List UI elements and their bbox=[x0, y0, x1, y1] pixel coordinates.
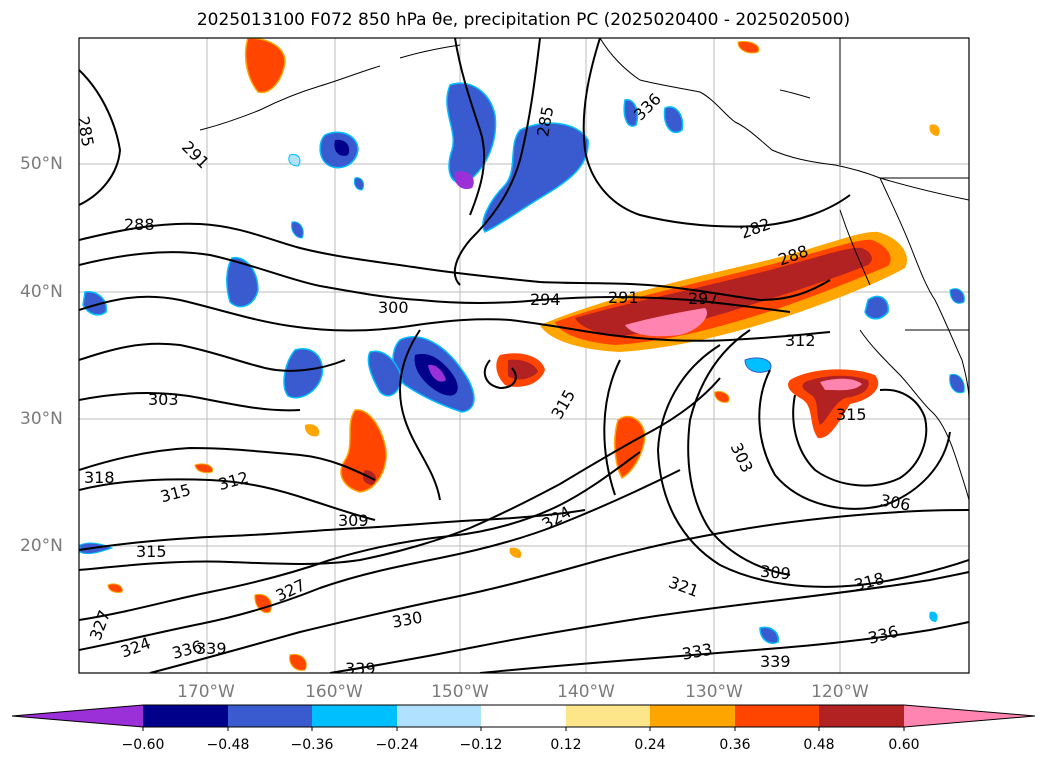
colorbar-segment bbox=[228, 705, 312, 727]
colorbar-tick-label: 0.24 bbox=[634, 737, 666, 753]
contour-label: 315 bbox=[836, 405, 867, 424]
contour-label: 288 bbox=[124, 215, 155, 234]
longitude-label: 170°W bbox=[177, 682, 235, 702]
contour-label: 300 bbox=[378, 298, 409, 317]
theta-e-contours bbox=[79, 38, 969, 673]
colorbar-tick-label: −0.36 bbox=[290, 737, 334, 753]
map-frame bbox=[78, 37, 970, 674]
precip-positive-shading bbox=[107, 38, 940, 671]
colorbar-tick-label: 0.36 bbox=[719, 737, 751, 753]
coastlines bbox=[199, 38, 969, 501]
longitude-label: 130°W bbox=[685, 682, 743, 702]
contour-label: 339 bbox=[196, 639, 227, 658]
longitude-label: 120°W bbox=[811, 682, 869, 702]
colorbar-tick-label: 0.12 bbox=[550, 737, 582, 753]
contour-label: 285 bbox=[74, 115, 98, 148]
colorbar-segment bbox=[312, 705, 397, 727]
latitude-label: 20°N bbox=[20, 536, 63, 556]
longitude-label: 160°W bbox=[305, 682, 363, 702]
colorbar bbox=[11, 704, 1036, 731]
map-plot-area: 285 291 288 285 282 288 294 291 297 300 … bbox=[74, 38, 969, 678]
contour-label: 303 bbox=[148, 390, 179, 409]
colorbar-segment bbox=[650, 705, 735, 727]
latitude-label: 40°N bbox=[20, 282, 63, 302]
contour-label: 315 bbox=[136, 542, 167, 561]
contour-label: 309 bbox=[338, 511, 369, 530]
contour-label: 339 bbox=[345, 659, 376, 678]
colorbar-tick-label: −0.48 bbox=[206, 737, 250, 753]
contour-label: 312 bbox=[785, 331, 816, 350]
precip-negative-shading bbox=[79, 82, 965, 644]
colorbar-under-extension bbox=[12, 705, 143, 727]
colorbar-segment bbox=[735, 705, 819, 727]
contour-label: 339 bbox=[760, 652, 791, 671]
colorbar-over-extension bbox=[904, 705, 1035, 727]
latitude-label: 50°N bbox=[20, 154, 63, 174]
longitude-label: 140°W bbox=[557, 682, 615, 702]
colorbar-tick-label: 0.48 bbox=[803, 737, 835, 753]
colorbar-segment bbox=[143, 705, 228, 727]
colorbar-tick-label: −0.12 bbox=[459, 737, 503, 753]
colorbar-tick-label: −0.60 bbox=[121, 737, 165, 753]
contour-label: 297 bbox=[688, 289, 719, 308]
contour-label: 318 bbox=[84, 468, 115, 487]
map-title: 2025013100 F072 850 hPa θe, precipitatio… bbox=[196, 10, 851, 30]
colorbar-segment bbox=[481, 705, 566, 727]
latitude-label: 30°N bbox=[20, 409, 63, 429]
longitude-label: 150°W bbox=[431, 682, 489, 702]
contour-label: 291 bbox=[608, 288, 639, 307]
contour-label: 309 bbox=[759, 562, 791, 584]
colorbar-segment bbox=[819, 705, 904, 727]
colorbar-tick-label: 0.60 bbox=[888, 737, 920, 753]
colorbar-segment bbox=[397, 705, 481, 727]
colorbar-segment bbox=[566, 705, 650, 727]
contour-label: 294 bbox=[530, 290, 561, 309]
colorbar-tick-label: −0.24 bbox=[375, 737, 419, 753]
